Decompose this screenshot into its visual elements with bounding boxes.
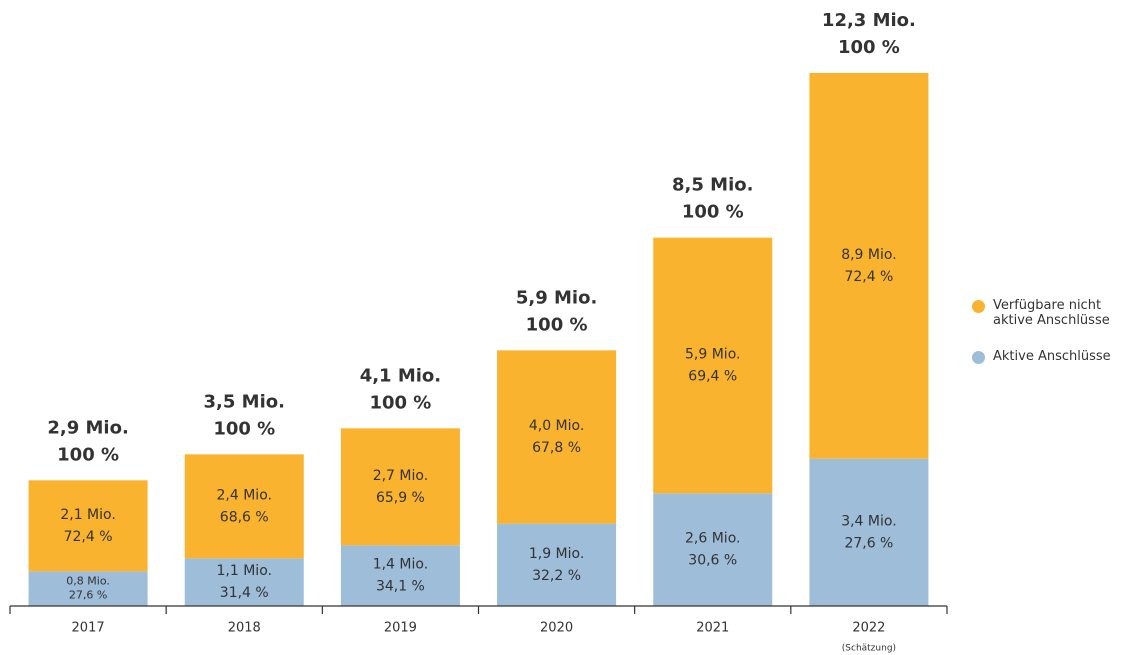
bar-segment — [497, 523, 617, 606]
bar-segment — [653, 493, 773, 606]
bar-segment — [653, 237, 773, 494]
bar-segment — [28, 480, 148, 572]
segment-value-label: 3,4 Mio. — [841, 513, 896, 529]
segment-value-label: 8,9 Mio. — [841, 247, 896, 263]
x-tick-label: 2018 — [228, 621, 261, 636]
segment-value-label: 1,4 Mio. — [373, 557, 428, 573]
segment-value-label: 1,9 Mio. — [529, 546, 584, 562]
segment-value-label: 2,7 Mio. — [373, 468, 428, 484]
segment-value-label: 2,1 Mio. — [60, 507, 115, 523]
segment-share-label: 31,4 % — [220, 585, 269, 601]
segment-share-label: 27,6 % — [69, 589, 107, 602]
x-tick-label: 2019 — [384, 621, 417, 636]
total-share-label: 100 % — [838, 37, 900, 58]
segment-share-label: 67,8 % — [532, 440, 581, 456]
segment-share-label: 32,2 % — [532, 568, 581, 584]
chart: 0,8 Mio.27,6 %2,1 Mio.72,4 %2,9 Mio.100 … — [9, 10, 948, 654]
total-share-label: 100 % — [57, 444, 119, 465]
x-tick-label: 2022 — [852, 621, 885, 636]
bar-segment — [340, 428, 460, 546]
segment-share-label: 69,4 % — [688, 369, 737, 385]
bar-segment — [340, 545, 460, 606]
total-label: 8,5 Mio. — [672, 175, 753, 196]
segment-share-label: 34,1 % — [376, 579, 425, 595]
segment-value-label: 4,0 Mio. — [529, 418, 584, 434]
segment-share-label: 72,4 % — [844, 269, 893, 285]
total-label: 3,5 Mio. — [204, 391, 285, 412]
segment-value-label: 1,1 Mio. — [217, 563, 272, 579]
segment-share-label: 68,6 % — [220, 509, 269, 525]
bar-segment — [184, 454, 304, 559]
total-share-label: 100 % — [213, 418, 275, 439]
legend-item: Aktive Anschlüsse — [972, 349, 1122, 364]
legend-swatch — [972, 351, 985, 364]
bar-segment — [184, 558, 304, 606]
bar-segment — [28, 571, 148, 606]
legend-label: Aktive Anschlüsse — [993, 349, 1111, 364]
segment-share-label: 27,6 % — [844, 535, 893, 551]
x-tick-label: 2021 — [696, 621, 729, 636]
total-share-label: 100 % — [526, 314, 588, 335]
x-tick-label: 2017 — [72, 621, 105, 636]
legend-label: Verfügbare nicht aktive Anschlüsse — [993, 298, 1110, 328]
segment-share-label: 72,4 % — [64, 529, 113, 545]
bar-segment — [497, 350, 617, 524]
annotation: (Schätzung) — [842, 644, 896, 654]
total-label: 2,9 Mio. — [47, 417, 128, 438]
bar-segment — [809, 458, 929, 606]
legend-swatch — [972, 300, 985, 313]
total-label: 4,1 Mio. — [360, 365, 441, 386]
bar-segment — [809, 73, 929, 459]
segment-value-label: 2,6 Mio. — [685, 531, 740, 547]
segment-value-label: 5,9 Mio. — [685, 347, 740, 363]
total-share-label: 100 % — [682, 202, 744, 223]
segment-share-label: 30,6 % — [688, 553, 737, 569]
total-label: 5,9 Mio. — [516, 287, 597, 308]
x-tick-label: 2020 — [540, 621, 573, 636]
segment-value-label: 2,4 Mio. — [217, 487, 272, 503]
total-label: 12,3 Mio. — [822, 10, 916, 31]
segment-share-label: 65,9 % — [376, 490, 425, 506]
segment-value-label: 0,8 Mio. — [66, 575, 110, 588]
legend-item: Verfügbare nicht aktive Anschlüsse — [972, 298, 1122, 328]
total-share-label: 100 % — [369, 392, 431, 413]
